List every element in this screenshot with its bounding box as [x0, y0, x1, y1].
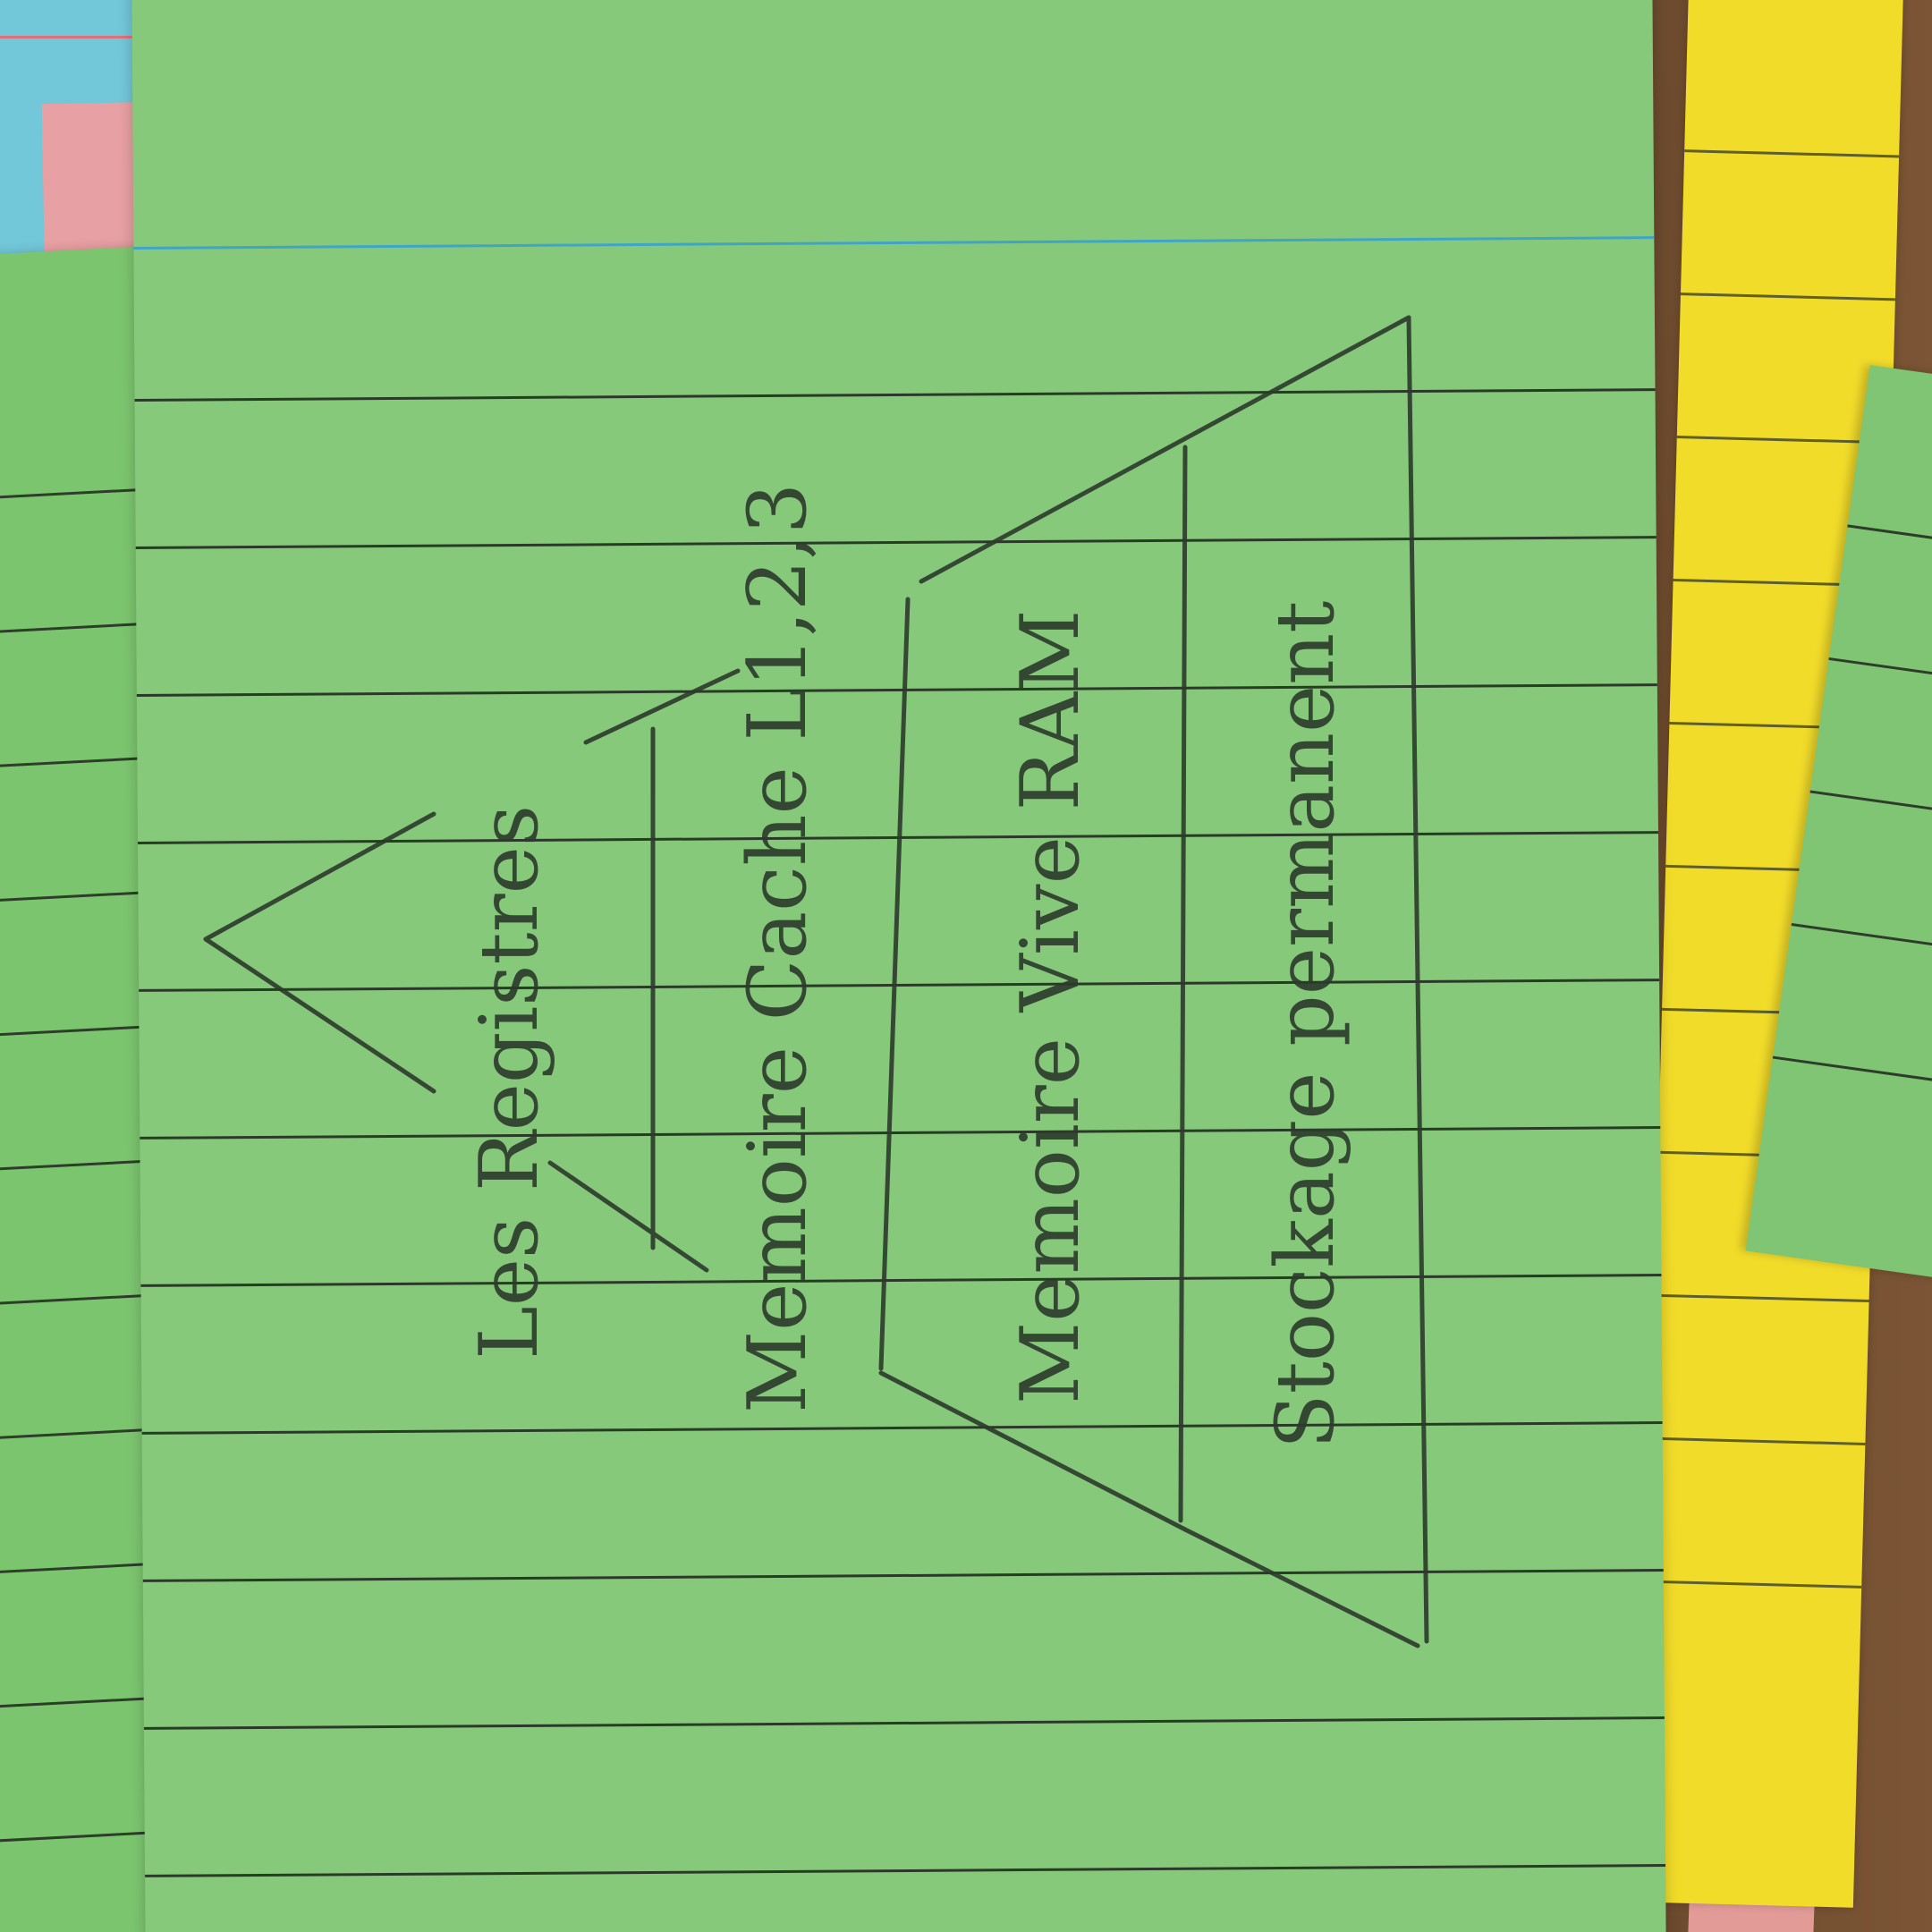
base-right-edge	[1406, 315, 1429, 1644]
registers-right-edge	[583, 668, 741, 745]
cache-ram-divider	[878, 597, 911, 1371]
ram-storage-divider	[1178, 445, 1188, 1523]
label-registers: Les Registres	[462, 805, 556, 1360]
label-storage: Stockage permanent	[1258, 601, 1352, 1449]
label-cache: Memoire Cache L1,2,3	[731, 483, 825, 1413]
label-ram: Memoire Vive RAM	[1004, 610, 1097, 1404]
cache-left-edge	[878, 1370, 1188, 1532]
pyramid-apex-upper-edge	[203, 811, 436, 942]
registers-left-edge	[547, 1160, 709, 1273]
cache-right-edge	[919, 315, 1411, 584]
base-left-edge	[1182, 1527, 1420, 1648]
pyramid-apex-lower-edge	[203, 936, 436, 1094]
